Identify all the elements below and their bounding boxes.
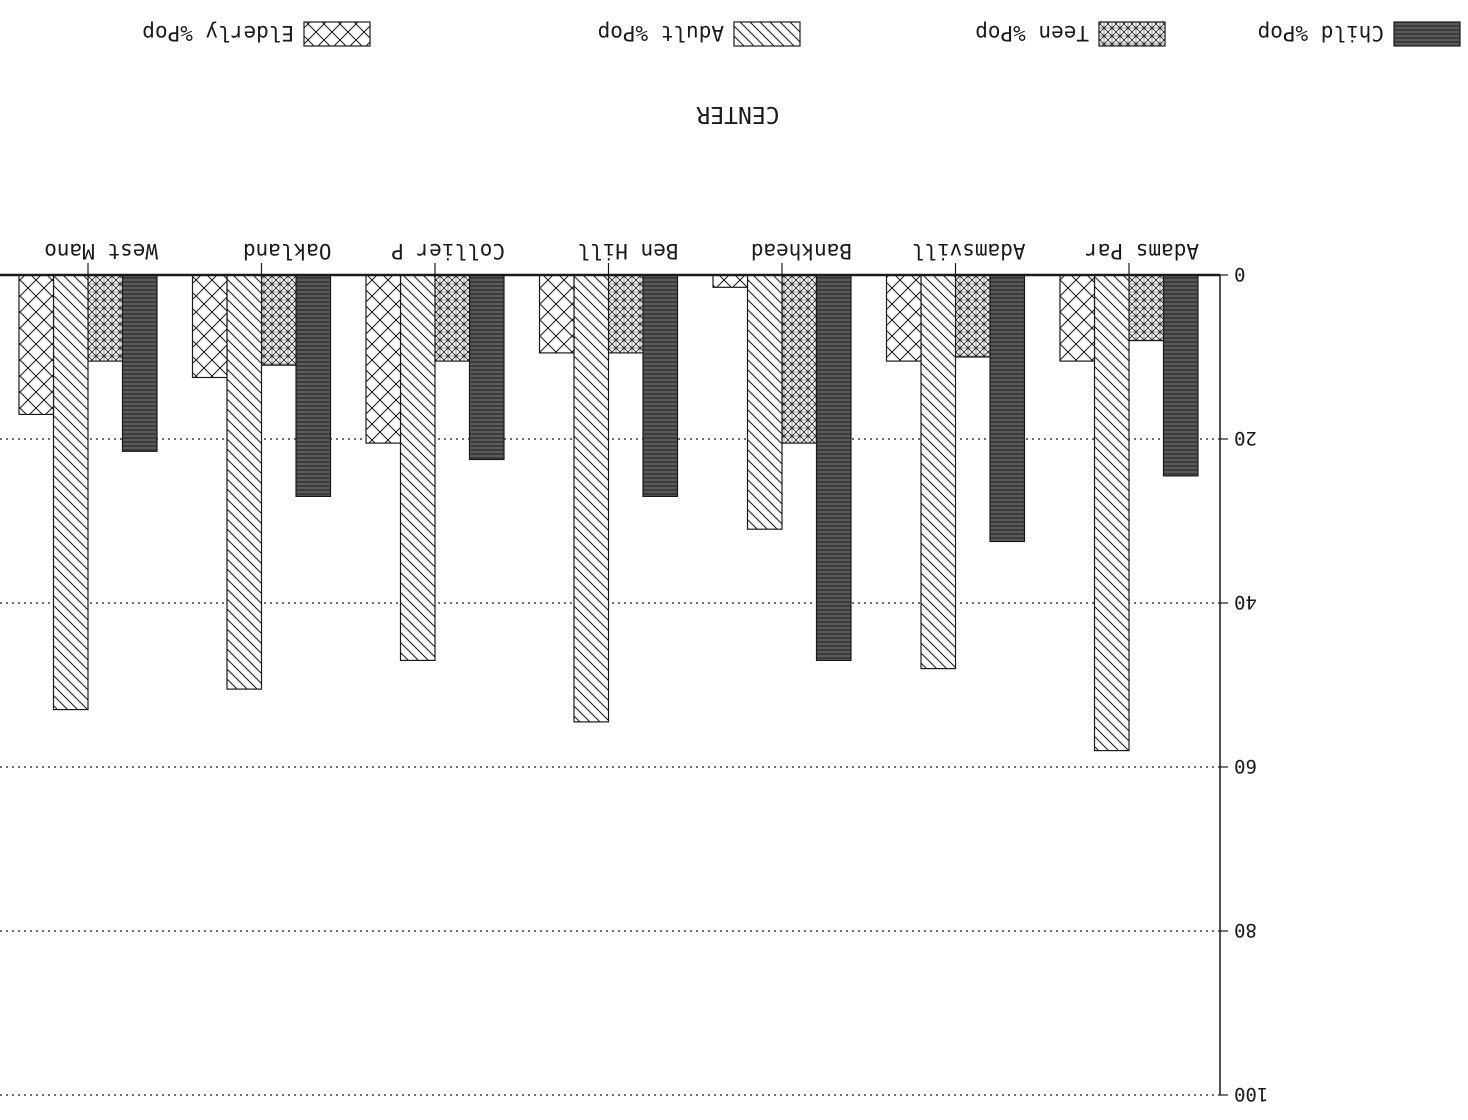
bar-child-pop-adams-par xyxy=(1162,274,1199,477)
bar-elderly-pop-west-mano xyxy=(18,274,55,416)
bar-teen-pop-adamsvill xyxy=(954,274,991,358)
bar-teen-pop-adams-par xyxy=(1128,274,1165,342)
x-category-label: Ben Hill xyxy=(577,239,678,263)
bar-elderly-pop-adamsvill xyxy=(885,274,922,362)
bar-elderly-pop-bankhead xyxy=(712,274,749,288)
x-category-label: Bankhead xyxy=(751,239,852,263)
legend-label: Teen %Pop xyxy=(975,21,1089,45)
y-tick-label: 0 xyxy=(1234,263,1245,285)
y-tick-label: 60 xyxy=(1234,755,1257,777)
bar-child-pop-adamsvill xyxy=(989,274,1026,543)
bar-adult-pop-adams-par xyxy=(1093,274,1130,752)
bar-child-pop-bankhead xyxy=(815,274,852,661)
y-tick-label: 80 xyxy=(1234,919,1257,941)
bar-teen-pop-collier-p xyxy=(434,274,471,362)
bar-adult-pop-collier-p xyxy=(399,274,436,661)
bar-adult-pop-adamsvill xyxy=(920,274,957,670)
legend-swatch xyxy=(303,21,371,47)
bar-elderly-pop-oakland xyxy=(191,274,228,379)
legend-label: Child %Pop xyxy=(1258,21,1384,45)
legend-swatch xyxy=(1393,21,1461,47)
bar-teen-pop-west-mano xyxy=(87,274,124,362)
y-tick-label: 20 xyxy=(1234,427,1257,449)
bar-adult-pop-bankhead xyxy=(746,274,783,530)
legend-label: Elderly %Pop xyxy=(142,21,294,45)
x-category-label: Oakland xyxy=(243,239,332,263)
bar-child-pop-collier-p xyxy=(468,274,505,461)
bar-child-pop-oakland xyxy=(295,274,332,498)
legend-swatch xyxy=(1098,21,1166,47)
x-category-label: West Mano xyxy=(44,239,158,263)
bar-elderly-pop-collier-p xyxy=(365,274,402,444)
x-category-label: Collier P xyxy=(391,239,505,263)
bar-adult-pop-west-mano xyxy=(52,274,89,711)
y-tick-label: 40 xyxy=(1234,591,1257,613)
bar-child-pop-west-mano xyxy=(121,274,158,452)
legend-swatch xyxy=(733,21,801,47)
bar-teen-pop-ben-hill xyxy=(607,274,644,354)
bar-teen-pop-bankhead xyxy=(781,274,818,444)
bar-adult-pop-ben-hill xyxy=(573,274,610,723)
bar-adult-pop-oakland xyxy=(226,274,263,690)
bar-teen-pop-oakland xyxy=(260,274,297,366)
y-tick-label: 100 xyxy=(1234,1083,1268,1105)
x-category-label: Adams Par xyxy=(1085,239,1199,263)
bar-elderly-pop-ben-hill xyxy=(538,274,575,354)
x-category-label: Adamsvill xyxy=(912,239,1026,263)
chart-title: CENTER xyxy=(696,101,779,127)
bar-elderly-pop-adams-par xyxy=(1059,274,1096,362)
bar-child-pop-ben-hill xyxy=(642,274,679,498)
legend-label: Adult %Pop xyxy=(598,21,724,45)
